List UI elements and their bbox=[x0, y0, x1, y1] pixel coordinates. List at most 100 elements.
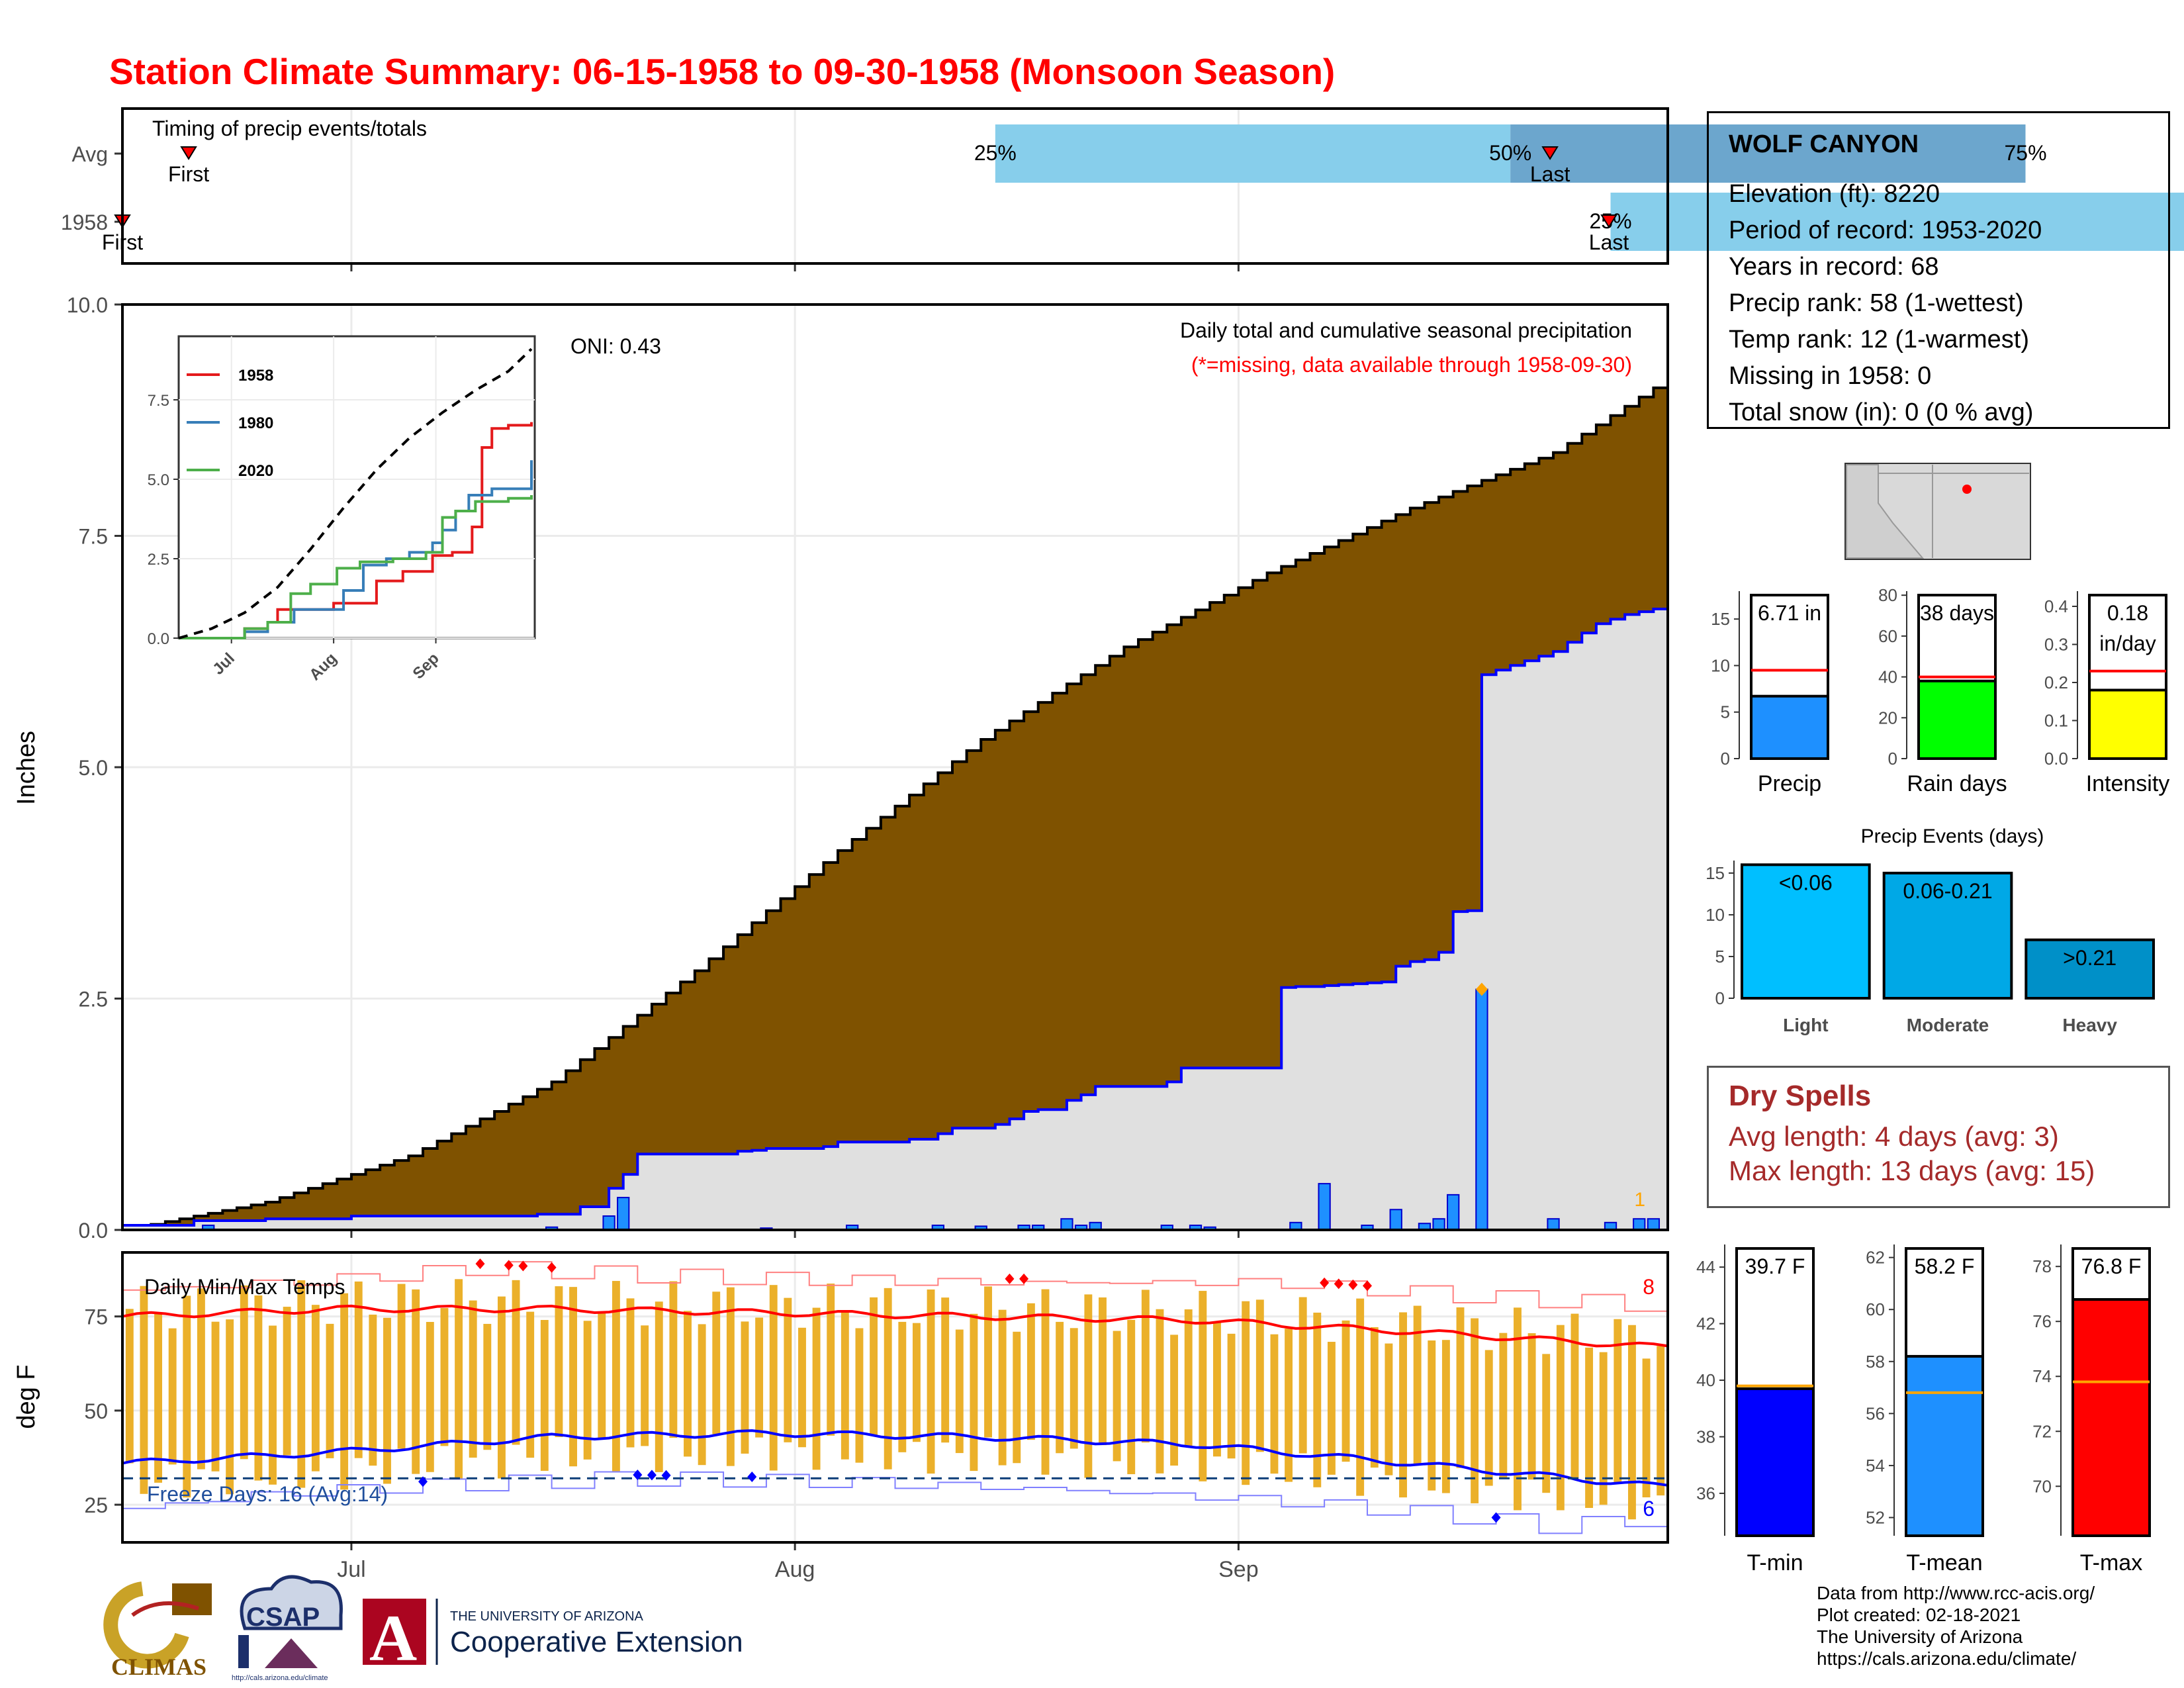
record-low-marker bbox=[647, 1470, 657, 1481]
precip-events-title: Precip Events (days) bbox=[1861, 825, 2044, 847]
small-panel-y-tick-label: 0.1 bbox=[2044, 711, 2068, 731]
daily-temp-bar bbox=[154, 1313, 162, 1483]
credits-url: https://cals.arizona.edu/climate/ bbox=[1817, 1648, 2077, 1669]
station-elevation: Elevation (ft): 8220 bbox=[1729, 180, 1940, 208]
daily-temp-bar bbox=[1585, 1347, 1594, 1508]
daily-temp-bar bbox=[1399, 1312, 1407, 1498]
daily-precip-bar bbox=[1447, 1194, 1460, 1231]
daily-temp-bar bbox=[1013, 1331, 1021, 1464]
daily-temp-bar bbox=[1199, 1291, 1207, 1481]
last-event-label: Last bbox=[1530, 162, 1570, 186]
station-period: Period of record: 1953-2020 bbox=[1729, 216, 2042, 244]
oni-annotation: ONI: 0.43 bbox=[570, 334, 661, 358]
temp-x-tick-label: Aug bbox=[775, 1557, 815, 1582]
daily-temp-bar bbox=[412, 1289, 420, 1474]
daily-temp-bar bbox=[1084, 1294, 1093, 1478]
small-panel-value-label: 58.2 F bbox=[1915, 1254, 1975, 1278]
daily-temp-bar bbox=[884, 1288, 892, 1470]
daily-temp-bar bbox=[626, 1298, 635, 1448]
last-event-label: Last bbox=[1589, 230, 1629, 254]
daily-temp-bar bbox=[970, 1313, 978, 1472]
avg-tmax-line bbox=[122, 1304, 1668, 1348]
daily-temp-bar bbox=[168, 1328, 177, 1465]
timing-panel-frame bbox=[121, 107, 1669, 265]
daily-temp-bar bbox=[1628, 1325, 1636, 1520]
small-panel-y-tick-label: 20 bbox=[1878, 708, 1897, 727]
daily-temp-bar bbox=[340, 1293, 349, 1490]
daily-temp-bar bbox=[1614, 1319, 1622, 1484]
daily-temp-bar bbox=[1242, 1301, 1250, 1485]
csap-url: http://cals.arizona.edu/climate bbox=[232, 1674, 328, 1682]
small-panel-name: T-max bbox=[2080, 1550, 2142, 1575]
dry-spells-box: Dry Spells Avg length: 4 days (avg: 3) M… bbox=[1707, 1066, 2170, 1208]
daily-temp-bar bbox=[798, 1327, 806, 1448]
climas-logo: CLIMAS bbox=[103, 1581, 212, 1680]
daily-temp-bar bbox=[941, 1297, 950, 1443]
small-panel-y-tick-label: 80 bbox=[1878, 585, 1897, 605]
small-panel-y-tick-label: 0.2 bbox=[2044, 673, 2068, 692]
daily-temp-bar bbox=[1370, 1327, 1379, 1468]
daily-temp-bar bbox=[1642, 1358, 1651, 1497]
record-high-marker bbox=[1334, 1278, 1343, 1289]
quantile-75-label: 75% bbox=[2004, 141, 2046, 165]
year-cumulative-area bbox=[121, 607, 1669, 1231]
record-high-marker bbox=[518, 1260, 528, 1272]
events-y-tick-label: 15 bbox=[1706, 863, 1725, 883]
csap-logo: CSAP http://cals.arizona.edu/climate bbox=[232, 1575, 343, 1682]
daily-temp-bar bbox=[1270, 1334, 1279, 1474]
station-info-box: WOLF CANYON Elevation (ft): 8220 Period … bbox=[1707, 111, 2170, 429]
daily-temp-bar bbox=[1298, 1297, 1307, 1454]
first-event-label: First bbox=[168, 162, 209, 186]
daily-temp-bar bbox=[784, 1297, 792, 1442]
record-low-count: 6 bbox=[1643, 1497, 1655, 1521]
record-low-marker bbox=[418, 1476, 428, 1487]
precip-event-category: Light bbox=[1783, 1015, 1828, 1035]
daily-temp-bar bbox=[1113, 1331, 1121, 1462]
daily-temp-bar bbox=[698, 1324, 706, 1466]
daily-temp-bar bbox=[769, 1285, 778, 1471]
daily-temp-bar bbox=[1556, 1325, 1565, 1511]
precip-chart-title: Daily total and cumulative seasonal prec… bbox=[1180, 318, 1632, 342]
daily-temp-bar bbox=[598, 1311, 606, 1439]
daily-precip-bar bbox=[1060, 1218, 1073, 1231]
station-location-dot bbox=[1962, 485, 1972, 494]
daily-temp-bar bbox=[1141, 1289, 1150, 1443]
small-panel-y-tick-label: 78 bbox=[2032, 1256, 2052, 1276]
quantile-50-label: 50% bbox=[1489, 141, 1531, 165]
daily-temp-bar bbox=[641, 1325, 649, 1446]
record-high-marker bbox=[504, 1260, 514, 1271]
daily-temp-bar bbox=[927, 1289, 935, 1474]
credits: Data from http://www.rcc-acis.org/ Plot … bbox=[1817, 1582, 2095, 1669]
daily-temp-bar bbox=[1484, 1350, 1493, 1486]
daily-temp-bar bbox=[269, 1325, 277, 1485]
daily-temp-bar bbox=[1227, 1333, 1236, 1459]
small-panel-value-label: 38 days bbox=[1920, 601, 1994, 625]
precip-y-tick-label: 10.0 bbox=[67, 293, 108, 317]
daily-temp-bar bbox=[125, 1309, 134, 1464]
small-panel-y-tick-label: 40 bbox=[1878, 667, 1897, 687]
quantile-bar-25-50 bbox=[1610, 193, 2184, 251]
daily-temp-bar bbox=[226, 1319, 234, 1495]
small-panel-y-tick-label: 40 bbox=[1696, 1370, 1715, 1390]
record-low-marker bbox=[747, 1472, 757, 1483]
daily-temp-bar bbox=[912, 1323, 921, 1442]
daily-temp-bar bbox=[955, 1329, 964, 1454]
precip-corner-label: 1 bbox=[1634, 1189, 1645, 1211]
small-panel-y-tick-label: 5 bbox=[1721, 702, 1730, 722]
small-panel-name: Precip bbox=[1758, 771, 1821, 796]
small-panel-y-tick-label: 0 bbox=[1721, 749, 1730, 769]
figure-title: Station Climate Summary: 06-15-1958 to 0… bbox=[109, 51, 1335, 92]
record-high-marker bbox=[475, 1258, 485, 1270]
ua-logo-big-text: Cooperative Extension bbox=[450, 1626, 743, 1658]
daily-temp-bar bbox=[1127, 1319, 1136, 1474]
daily-temp-bar bbox=[440, 1308, 449, 1446]
precip-event-bar bbox=[2025, 938, 2155, 1000]
daily-temp-bar bbox=[1313, 1312, 1322, 1487]
small-panel-y-tick-label: 0 bbox=[1888, 749, 1897, 769]
temp-plot-bg bbox=[122, 1252, 1668, 1542]
daily-temp-bar bbox=[297, 1280, 306, 1488]
small-panel-value-label: 6.71 in bbox=[1758, 601, 1821, 625]
daily-temp-bar bbox=[712, 1291, 721, 1434]
dry-spells-avg: Avg length: 4 days (avg: 3) bbox=[1729, 1121, 2059, 1152]
